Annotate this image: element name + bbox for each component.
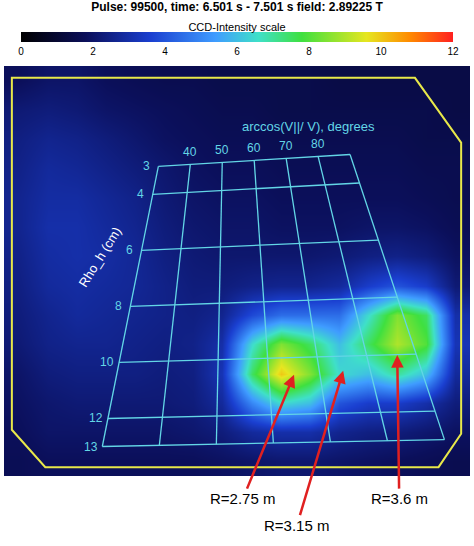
- svg-text:Pulse: 99500, time: 6.501 s -: Pulse: 99500, time: 6.501 s - 7.501 s fi…: [91, 0, 383, 14]
- svg-text:40: 40: [183, 145, 197, 159]
- svg-text:12: 12: [89, 411, 103, 425]
- svg-text:R=3.6 m: R=3.6 m: [371, 490, 428, 507]
- svg-text:8: 8: [115, 299, 122, 313]
- svg-text:10: 10: [100, 355, 114, 369]
- svg-text:10: 10: [375, 46, 387, 57]
- svg-text:3: 3: [143, 159, 150, 173]
- svg-text:50: 50: [215, 143, 229, 157]
- svg-text:R=2.75 m: R=2.75 m: [210, 490, 275, 507]
- svg-text:6: 6: [234, 46, 240, 57]
- svg-text:12: 12: [447, 46, 459, 57]
- svg-text:CCD-Intensity scale: CCD-Intensity scale: [188, 21, 285, 33]
- svg-text:4: 4: [162, 46, 168, 57]
- svg-text:arccos(V||/ V), degrees: arccos(V||/ V), degrees: [242, 119, 375, 134]
- svg-text:0: 0: [18, 46, 24, 57]
- svg-text:Rho_h (cm): Rho_h (cm): [76, 224, 125, 290]
- svg-text:8: 8: [306, 46, 312, 57]
- svg-text:R=3.15 m: R=3.15 m: [264, 517, 329, 534]
- svg-text:2: 2: [90, 46, 96, 57]
- svg-text:80: 80: [311, 137, 325, 151]
- svg-text:13: 13: [84, 440, 98, 454]
- svg-text:70: 70: [279, 139, 293, 153]
- svg-text:6: 6: [126, 243, 133, 257]
- svg-text:4: 4: [137, 187, 144, 201]
- svg-text:60: 60: [247, 141, 261, 155]
